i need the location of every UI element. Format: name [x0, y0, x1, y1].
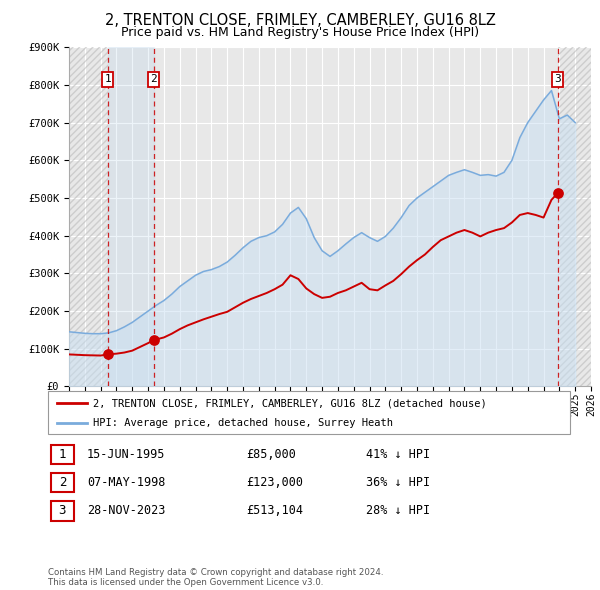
Text: HPI: Average price, detached house, Surrey Heath: HPI: Average price, detached house, Surr… — [93, 418, 393, 428]
Text: 28-NOV-2023: 28-NOV-2023 — [87, 504, 166, 517]
Text: 3: 3 — [554, 74, 561, 84]
Text: £123,000: £123,000 — [246, 476, 303, 489]
Text: 3: 3 — [59, 504, 66, 517]
Text: 07-MAY-1998: 07-MAY-1998 — [87, 476, 166, 489]
Text: Price paid vs. HM Land Registry's House Price Index (HPI): Price paid vs. HM Land Registry's House … — [121, 26, 479, 39]
Text: 36% ↓ HPI: 36% ↓ HPI — [366, 476, 430, 489]
Text: 41% ↓ HPI: 41% ↓ HPI — [366, 448, 430, 461]
Text: 15-JUN-1995: 15-JUN-1995 — [87, 448, 166, 461]
Text: 1: 1 — [104, 74, 111, 84]
Point — [149, 335, 158, 345]
Text: £513,104: £513,104 — [246, 504, 303, 517]
Text: £85,000: £85,000 — [246, 448, 296, 461]
Text: 2, TRENTON CLOSE, FRIMLEY, CAMBERLEY, GU16 8LZ (detached house): 2, TRENTON CLOSE, FRIMLEY, CAMBERLEY, GU… — [93, 398, 487, 408]
Bar — [69, 47, 108, 386]
Bar — [108, 47, 154, 386]
Text: 2: 2 — [59, 476, 66, 489]
Text: Contains HM Land Registry data © Crown copyright and database right 2024.
This d: Contains HM Land Registry data © Crown c… — [48, 568, 383, 587]
Text: 2: 2 — [150, 74, 157, 84]
Point — [553, 188, 563, 198]
Text: 1: 1 — [59, 448, 66, 461]
Text: 28% ↓ HPI: 28% ↓ HPI — [366, 504, 430, 517]
Text: 2, TRENTON CLOSE, FRIMLEY, CAMBERLEY, GU16 8LZ: 2, TRENTON CLOSE, FRIMLEY, CAMBERLEY, GU… — [104, 13, 496, 28]
Point — [103, 350, 113, 359]
Bar — [558, 47, 591, 386]
